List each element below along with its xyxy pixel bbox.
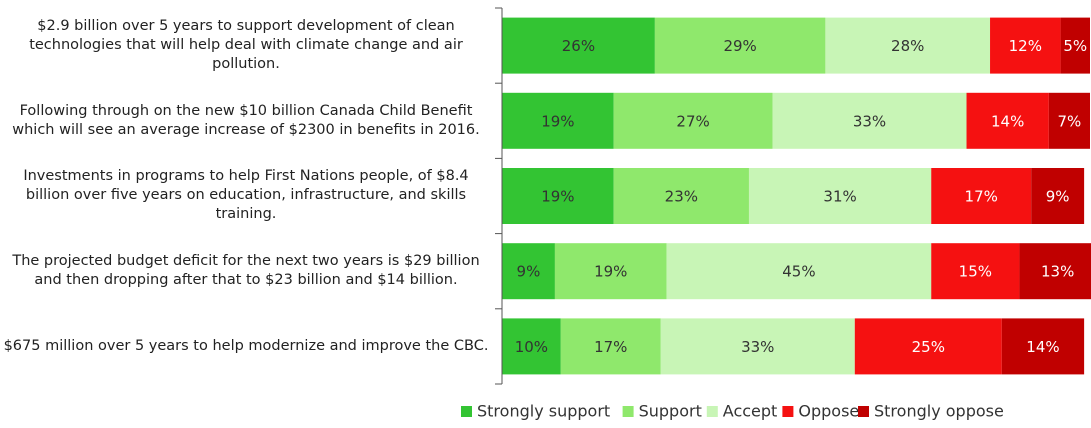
bar-segment (560, 318, 661, 375)
bar-segment (854, 318, 1002, 375)
data-label: 14% (1026, 338, 1059, 356)
legend-label: Strongly support (477, 402, 610, 421)
bar-segment (931, 168, 1032, 224)
bar-segment (554, 243, 667, 300)
data-label: 27% (676, 112, 709, 130)
bar-segment (654, 17, 826, 74)
bar-segment (613, 168, 749, 224)
data-label: 9% (1046, 188, 1070, 206)
data-label: 31% (823, 188, 856, 206)
bar-segment (966, 92, 1049, 149)
data-label: 5% (1063, 37, 1087, 55)
data-label: 33% (741, 338, 774, 356)
data-label: 26% (562, 37, 595, 55)
category-label: Following through on the new $10 billion… (12, 102, 480, 138)
bar-segment (1019, 243, 1091, 300)
category-label: The projected budget deficit for the nex… (12, 253, 480, 289)
data-label: 25% (912, 338, 945, 356)
bar-segment (666, 243, 932, 300)
data-label: 13% (1041, 263, 1074, 281)
bar-segment (1048, 92, 1090, 149)
bar-segment (1031, 168, 1085, 224)
data-label: 45% (782, 263, 815, 281)
data-label: 19% (594, 263, 627, 281)
data-label: 12% (1009, 37, 1042, 55)
data-label: 29% (723, 37, 756, 55)
bar-segment (613, 92, 773, 149)
category-label: $2.9 billion over 5 years to support dev… (29, 18, 463, 73)
category-label: Investments in programs to help First Na… (23, 168, 469, 223)
legend-label: Strongly oppose (874, 402, 1004, 421)
legend-swatch (706, 406, 718, 417)
bar-segment (825, 17, 991, 74)
bar-segment (931, 243, 1020, 300)
bar-segment (502, 168, 614, 224)
data-label: 19% (541, 188, 574, 206)
bar-segment (772, 92, 967, 149)
legend-swatch (858, 406, 869, 417)
data-label: 19% (541, 112, 574, 130)
data-label: 10% (515, 338, 548, 356)
data-label: 9% (517, 263, 541, 281)
legend-label: Support (639, 402, 702, 421)
data-label: 28% (891, 37, 924, 55)
bar-segment (1001, 318, 1085, 375)
data-label: 17% (965, 188, 998, 206)
data-label: 23% (665, 188, 698, 206)
data-label: 14% (991, 112, 1024, 130)
legend-label: Oppose (798, 402, 859, 421)
bar-segment (1060, 17, 1090, 74)
legend-label: Accept (723, 402, 778, 421)
legend-swatch (461, 406, 472, 417)
legend-swatch (782, 406, 794, 417)
bar-segment (990, 17, 1061, 74)
bar-segment (660, 318, 855, 375)
data-label: 15% (959, 263, 992, 281)
bar-segment (502, 318, 561, 375)
bar-segment (502, 92, 614, 149)
bar-segment (502, 17, 655, 74)
category-label: $675 million over 5 years to help modern… (3, 337, 489, 354)
bar-segment (748, 168, 932, 224)
bar-segment (502, 243, 555, 300)
data-label: 17% (594, 338, 627, 356)
data-label: 7% (1058, 112, 1082, 130)
legend-swatch (622, 406, 634, 417)
data-label: 33% (853, 112, 886, 130)
